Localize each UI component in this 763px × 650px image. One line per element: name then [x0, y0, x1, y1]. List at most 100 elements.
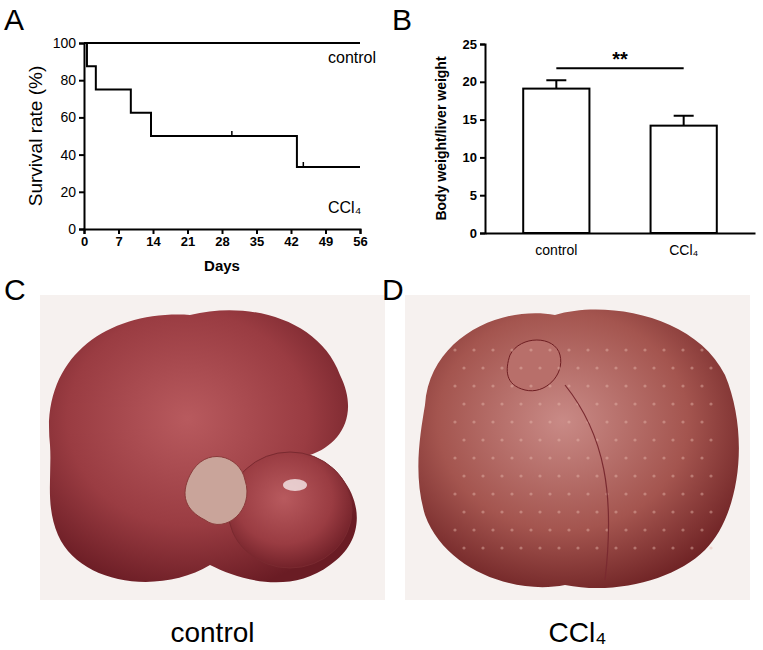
error-cap	[546, 79, 566, 81]
texture-dot	[662, 420, 665, 423]
texture-dot	[529, 492, 532, 495]
texture-dot	[586, 528, 589, 531]
texture-dot	[548, 528, 551, 531]
texture-dot	[595, 366, 598, 369]
tick-mark	[79, 80, 84, 82]
texture-dot	[700, 420, 703, 423]
texture-dot	[529, 420, 532, 423]
texture-dot	[662, 384, 665, 387]
texture-dot	[481, 474, 484, 477]
axis: 020406080100	[53, 35, 85, 237]
texture-dot	[576, 366, 579, 369]
error-bar	[674, 116, 694, 126]
tick-label: 14	[146, 234, 161, 249]
texture-dot	[576, 546, 579, 549]
texture-dot	[700, 348, 703, 351]
texture-dot	[529, 384, 532, 387]
texture-dot	[681, 456, 684, 459]
texture-dot	[633, 474, 636, 477]
x-axis-title: Days	[204, 257, 240, 274]
texture-dot	[453, 420, 456, 423]
tick-label: 42	[284, 234, 298, 249]
tick: 0	[68, 221, 84, 237]
bar	[523, 89, 589, 233]
texture-dot	[462, 510, 465, 513]
texture-dot	[500, 510, 503, 513]
texture-dot	[700, 528, 703, 531]
axis-line	[480, 45, 486, 234]
texture-dot	[557, 402, 560, 405]
texture-dot	[453, 528, 456, 531]
photo	[40, 295, 385, 600]
texture-dot	[491, 492, 494, 495]
texture-dot	[690, 510, 693, 513]
censor-mark	[231, 131, 233, 137]
texture-dot	[481, 402, 484, 405]
tick-label: 35	[250, 234, 264, 249]
texture-dot	[500, 474, 503, 477]
texture-dot	[614, 366, 617, 369]
texture-dot	[576, 474, 579, 477]
error-cap	[674, 115, 694, 117]
texture-dot	[624, 348, 627, 351]
y-axis-title: Body weight/liver weight	[433, 56, 449, 220]
texture-dot	[500, 366, 503, 369]
texture-dot	[595, 402, 598, 405]
texture-dot	[624, 528, 627, 531]
tick-label: 20	[463, 74, 477, 89]
texture-dot	[709, 402, 712, 405]
texture-dot	[557, 438, 560, 441]
texture-dot	[614, 510, 617, 513]
panel-label: B	[392, 3, 412, 36]
caption: CCl₄	[548, 617, 606, 648]
texture-dot	[586, 384, 589, 387]
hilum	[185, 456, 247, 524]
tick-mark	[79, 191, 84, 193]
photo	[405, 295, 750, 600]
texture-dot	[567, 384, 570, 387]
tick: 20	[60, 184, 84, 200]
tick: 28	[215, 229, 229, 249]
texture-dot	[519, 366, 522, 369]
texture-dot	[557, 510, 560, 513]
texture-dot	[472, 528, 475, 531]
tick-label: 60	[60, 109, 76, 125]
tick-label: 20	[60, 184, 76, 200]
texture-dot	[662, 456, 665, 459]
texture-dot	[643, 528, 646, 531]
texture-dot	[614, 438, 617, 441]
texture-dot	[567, 528, 570, 531]
tick: 42	[284, 229, 298, 249]
texture-dot	[472, 456, 475, 459]
texture-dot	[709, 474, 712, 477]
texture-dot	[690, 402, 693, 405]
tick-label: control	[535, 242, 577, 258]
texture-dot	[690, 474, 693, 477]
texture-dot	[709, 546, 712, 549]
texture-dot	[548, 492, 551, 495]
texture-dot	[662, 528, 665, 531]
texture-dot	[671, 366, 674, 369]
tick: 25	[463, 37, 485, 52]
tick: 0	[470, 226, 485, 241]
texture-dot	[510, 528, 513, 531]
texture-dot	[586, 348, 589, 351]
texture-dot	[567, 492, 570, 495]
texture-dot	[567, 456, 570, 459]
tick-label: 21	[181, 234, 195, 249]
error-stem	[555, 80, 557, 88]
texture-dot	[633, 510, 636, 513]
series-label: CCl₄	[328, 199, 361, 216]
texture-dot	[491, 528, 494, 531]
tick: 80	[60, 72, 84, 88]
texture-dot	[462, 546, 465, 549]
tick: 20	[463, 74, 485, 89]
texture-dot	[652, 474, 655, 477]
panel-label: A	[4, 3, 24, 36]
tick: 49	[319, 229, 333, 249]
panel-label: D	[382, 273, 404, 306]
texture-dot	[643, 384, 646, 387]
texture-dot	[643, 492, 646, 495]
texture-dot	[548, 420, 551, 423]
tick-label: 49	[319, 234, 333, 249]
